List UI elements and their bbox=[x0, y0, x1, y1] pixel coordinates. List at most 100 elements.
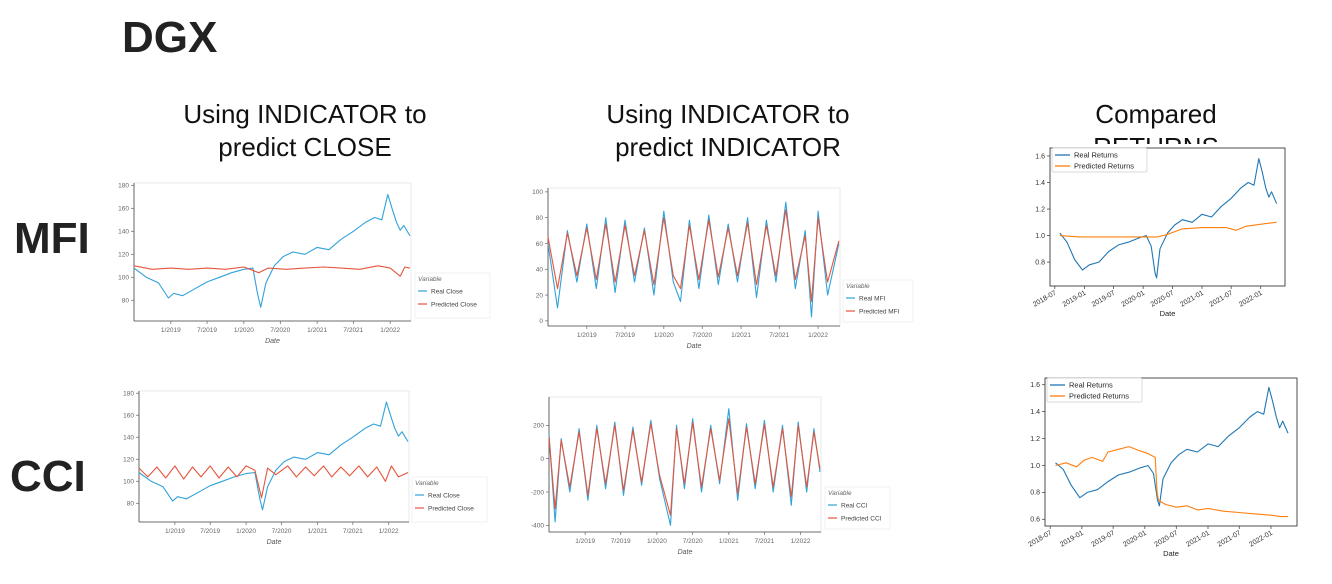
x-tick-label: 2019-01 bbox=[1062, 290, 1088, 309]
y-tick-label: -400 bbox=[531, 523, 544, 530]
legend-title: Variable bbox=[828, 490, 852, 497]
x-tick-label: 1/2021 bbox=[307, 327, 327, 334]
y-tick-label: 1.2 bbox=[1035, 206, 1045, 213]
plot-frame bbox=[138, 390, 410, 523]
series-line-predicted-cci bbox=[548, 418, 821, 516]
x-tick-label: 2020-07 bbox=[1154, 530, 1180, 549]
series-line-predicted-mfi bbox=[547, 209, 840, 303]
legend-title: Variable bbox=[418, 276, 442, 283]
y-tick-label: 100 bbox=[123, 479, 134, 486]
x-tick-label: 7/2019 bbox=[611, 538, 631, 545]
chart-cci-returns: 0.6 0.8 1.0 1.2 1.4 1.6 2018-07 2019-01 2019-07 2… bbox=[1027, 377, 1298, 558]
x-axis-title: Date bbox=[267, 539, 282, 546]
x-axis-title: Date bbox=[1160, 309, 1176, 318]
y-tick-label: 1.4 bbox=[1030, 409, 1040, 416]
x-tick-label: 1/2019 bbox=[575, 538, 595, 545]
y-tick-label: 1.6 bbox=[1030, 382, 1040, 389]
plot-frame bbox=[1044, 377, 1298, 527]
legend-label: Real CCI bbox=[841, 503, 868, 510]
chart-mfi-close: 80 100 120 140 160 180 1/2019 7/2019 1/2020 7/202… bbox=[118, 182, 491, 345]
y-tick-label: 160 bbox=[123, 413, 134, 420]
x-tick-label: 1/2022 bbox=[380, 327, 400, 334]
chart-cci-indicator: -400 -200 0 200 1/2019 7/2019 1/2020 7/2020 1/20… bbox=[531, 396, 891, 556]
chart-mfi-indicator: 0 20 40 60 80 100 1/2019 7/2019 1/2020 7/2020 1/20… bbox=[532, 187, 914, 350]
y-tick-label: 40 bbox=[536, 267, 544, 274]
x-tick-label: 7/2020 bbox=[270, 327, 290, 334]
x-axis-title: Date bbox=[678, 549, 693, 556]
plot-frame bbox=[548, 396, 822, 533]
x-tick-label: 7/2021 bbox=[754, 538, 774, 545]
y-tick-label: 140 bbox=[118, 229, 129, 236]
legend-box bbox=[414, 272, 491, 319]
series-line-real-returns bbox=[1059, 158, 1278, 279]
x-tick-label: 1/2020 bbox=[236, 528, 256, 535]
y-tick-label: -200 bbox=[531, 489, 544, 496]
series-line-predicted-returns bbox=[1055, 446, 1288, 518]
x-tick-label: 2022-01 bbox=[1238, 290, 1264, 309]
x-tick-label: 1/2022 bbox=[808, 332, 828, 339]
chart-cci-close: 80 100 120 140 160 180 1/2019 7/2019 1/2020 7/202… bbox=[123, 390, 488, 546]
column-header-close: Using INDICATOR to predict CLOSE bbox=[183, 99, 427, 162]
y-tick-label: 1.2 bbox=[1030, 436, 1040, 443]
y-tick-label: 0 bbox=[540, 456, 544, 463]
y-tick-label: 180 bbox=[123, 391, 134, 398]
series-line-real-returns bbox=[1055, 386, 1289, 507]
legend-box bbox=[1051, 147, 1148, 173]
x-tick-label: 2020-01 bbox=[1122, 530, 1148, 549]
y-tick-label: 1.4 bbox=[1035, 180, 1045, 187]
y-tick-label: 80 bbox=[127, 501, 135, 508]
legend-label: Real Returns bbox=[1069, 381, 1113, 390]
plot-frame bbox=[133, 182, 412, 322]
y-tick-label: 200 bbox=[533, 423, 544, 430]
y-tick-label: 160 bbox=[118, 206, 129, 213]
x-tick-label: 7/2019 bbox=[615, 332, 635, 339]
x-tick-label: 1/2020 bbox=[654, 332, 674, 339]
y-tick-label: 0 bbox=[539, 318, 543, 325]
x-tick-label: 2020-01 bbox=[1120, 290, 1146, 309]
x-axis-title: Date bbox=[687, 343, 702, 350]
legend-title: Variable bbox=[415, 480, 439, 487]
x-axis-title: Date bbox=[265, 338, 280, 345]
legend-label: Real Returns bbox=[1074, 151, 1118, 160]
y-tick-label: 0.6 bbox=[1030, 517, 1040, 524]
y-tick-label: 100 bbox=[118, 275, 129, 282]
x-tick-label: 7/2020 bbox=[692, 332, 712, 339]
x-tick-label: 2019-01 bbox=[1059, 530, 1085, 549]
legend-box bbox=[1046, 377, 1143, 403]
x-tick-label: 2021-01 bbox=[1185, 530, 1211, 549]
x-tick-label: 7/2019 bbox=[200, 528, 220, 535]
legend-label: Predicted Close bbox=[431, 302, 477, 309]
y-tick-label: 80 bbox=[536, 215, 544, 222]
legend-label: Predicted Close bbox=[428, 506, 474, 513]
x-tick-label: 7/2020 bbox=[683, 538, 703, 545]
y-tick-label: 20 bbox=[536, 292, 544, 299]
y-tick-label: 140 bbox=[123, 435, 134, 442]
x-tick-label: 2021-07 bbox=[1208, 290, 1234, 309]
x-tick-label: 7/2021 bbox=[769, 332, 789, 339]
x-tick-label: 1/2019 bbox=[165, 528, 185, 535]
column-header-returns: Compared RETURNS bbox=[1093, 99, 1219, 144]
y-tick-label: 100 bbox=[532, 189, 543, 196]
x-tick-label: 2019-07 bbox=[1091, 290, 1117, 309]
x-tick-label: 2021-01 bbox=[1179, 290, 1205, 309]
x-tick-label: 1/2020 bbox=[647, 538, 667, 545]
column-header-indicator: Using INDICATOR to predict INDICATOR bbox=[606, 99, 850, 162]
series-line-predicted-returns bbox=[1059, 221, 1277, 238]
x-tick-label: 2018-07 bbox=[1027, 530, 1053, 549]
legend-label: Predicted Returns bbox=[1069, 392, 1129, 401]
legend-box bbox=[842, 279, 914, 323]
y-tick-label: 180 bbox=[118, 183, 129, 190]
x-tick-label: 1/2021 bbox=[308, 528, 328, 535]
legend-label: Real MFI bbox=[859, 296, 886, 303]
x-tick-label: 2019-07 bbox=[1090, 530, 1116, 549]
y-tick-label: 0.8 bbox=[1030, 490, 1040, 497]
x-tick-label: 7/2020 bbox=[272, 528, 292, 535]
x-tick-label: 1/2021 bbox=[719, 538, 739, 545]
x-tick-label: 2018-07 bbox=[1032, 290, 1058, 309]
y-tick-label: 1.6 bbox=[1035, 153, 1045, 160]
legend-label: Real Close bbox=[431, 289, 463, 296]
plot-frame bbox=[1049, 147, 1286, 287]
y-tick-label: 1.0 bbox=[1030, 463, 1040, 470]
row-header-cci: CCI bbox=[10, 452, 86, 501]
